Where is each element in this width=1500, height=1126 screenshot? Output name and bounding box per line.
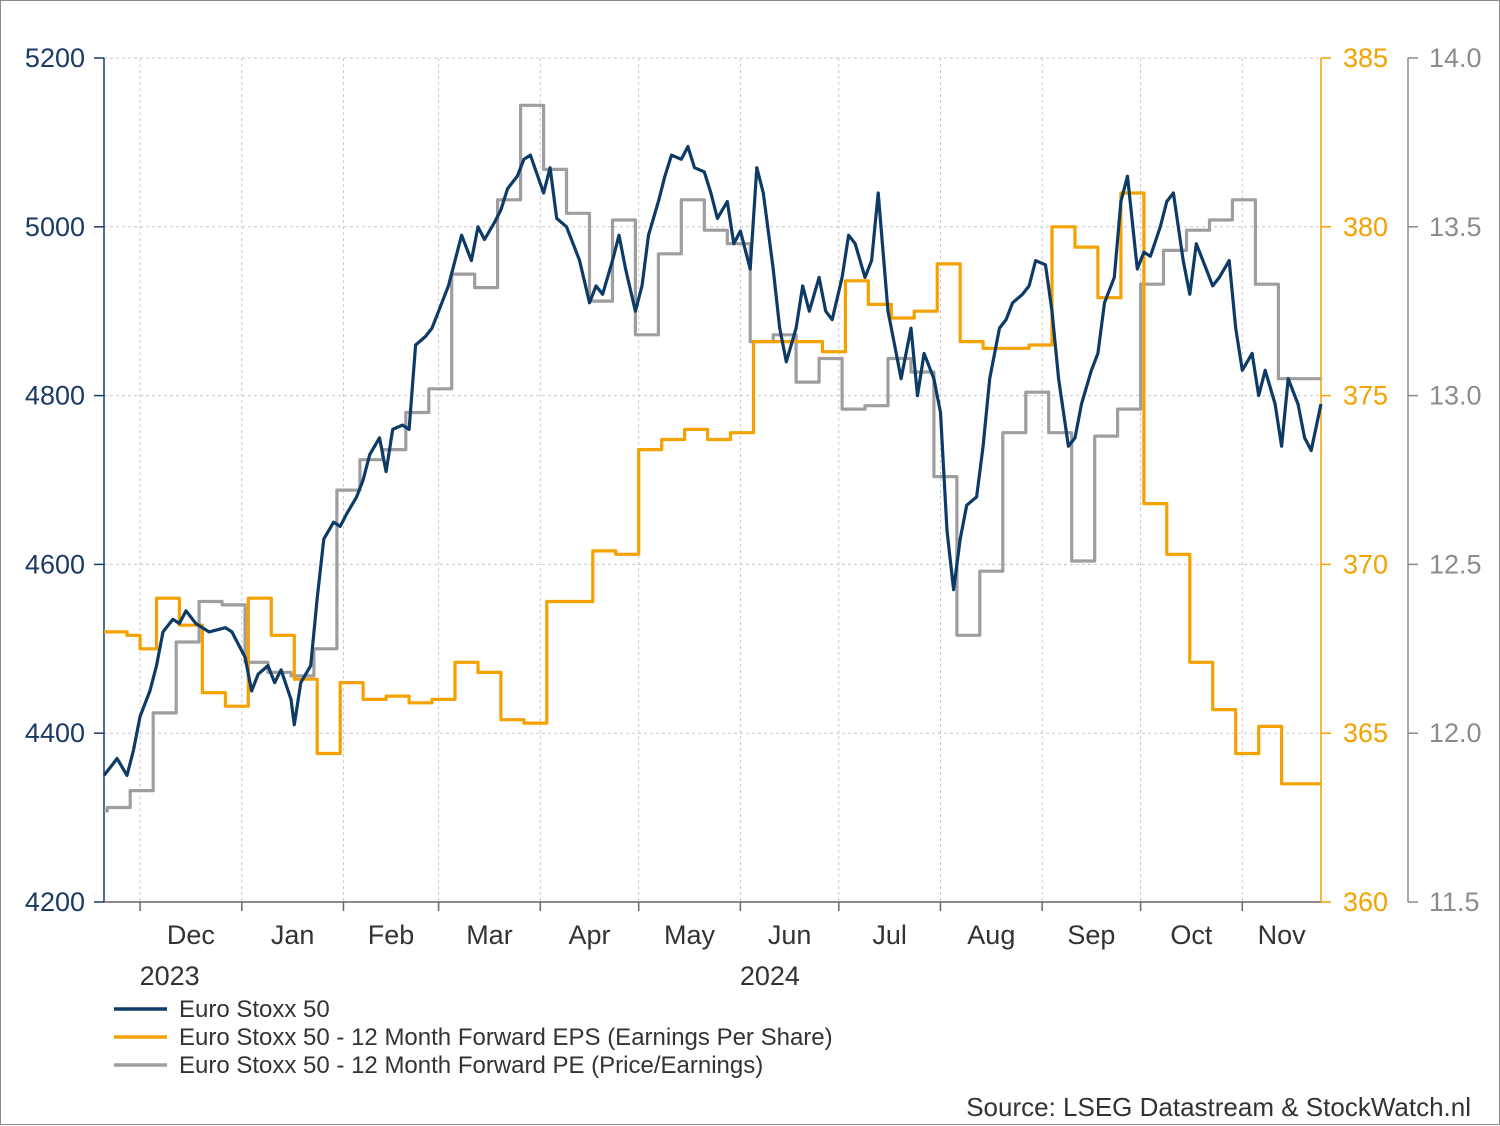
x-tick-label: May: [664, 920, 716, 950]
x-axis-ticks: Dec Jan Feb Mar Apr May Jun Jul Aug Sep Oct Nov 2023…: [139, 902, 1307, 991]
right-tick-label: 13.5: [1429, 212, 1482, 242]
right-axis-ticks: 11.5 12.0 12.5 13.0 13.5 14.0: [1408, 43, 1482, 917]
x-tick-label: Oct: [1170, 920, 1213, 950]
legend-label: Euro Stoxx 50 - 12 Month Forward PE (Pri…: [179, 1052, 763, 1079]
middle-tick-label: 365: [1343, 718, 1388, 748]
left-tick-label: 4200: [25, 887, 85, 917]
x-tick-label: Nov: [1258, 920, 1307, 950]
left-axis-ticks: 4200 4400 4600 4800 5000 5200: [25, 43, 104, 917]
gridlines: [104, 57, 1321, 902]
legend-label: Euro Stoxx 50: [179, 996, 330, 1023]
x-tick-label: Jun: [768, 920, 812, 950]
middle-tick-label: 360: [1343, 887, 1388, 917]
year-label: 2023: [140, 961, 200, 991]
middle-axis-ticks: 360 365 370 375 380 385: [1321, 43, 1388, 917]
right-tick-label: 12.0: [1429, 718, 1482, 748]
right-tick-label: 13.0: [1429, 381, 1482, 411]
series-line-1: [104, 191, 1321, 786]
source-label: Source: LSEG Datastream & StockWatch.nl: [966, 1092, 1471, 1122]
right-tick-label: 11.5: [1429, 887, 1480, 917]
series-line-0: [102, 145, 1323, 777]
x-tick-label: Jan: [271, 920, 315, 950]
right-tick-label: 14.0: [1429, 43, 1482, 73]
x-tick-label: Jul: [872, 920, 907, 950]
middle-tick-label: 380: [1343, 212, 1388, 242]
x-tick-label: Apr: [568, 920, 610, 950]
x-tick-label: Sep: [1067, 920, 1115, 950]
x-tick-label: Dec: [167, 920, 215, 950]
legend-label: Euro Stoxx 50 - 12 Month Forward EPS (Ea…: [179, 1024, 833, 1051]
left-tick-label: 4600: [25, 549, 85, 579]
x-tick-label: Feb: [368, 920, 415, 950]
middle-tick-label: 375: [1343, 381, 1388, 411]
left-tick-label: 4400: [25, 718, 85, 748]
x-tick-label: Mar: [466, 920, 513, 950]
left-tick-label: 5000: [25, 212, 85, 242]
middle-tick-label: 370: [1343, 549, 1388, 579]
right-tick-label: 12.5: [1429, 549, 1482, 579]
middle-tick-label: 385: [1343, 43, 1388, 73]
series-lines: [102, 103, 1323, 813]
left-tick-label: 4800: [25, 381, 85, 411]
series-line-2: [104, 103, 1321, 813]
x-tick-label: Aug: [967, 920, 1015, 950]
year-label: 2024: [740, 961, 800, 991]
left-tick-label: 5200: [25, 43, 85, 73]
axes: [103, 58, 1409, 903]
